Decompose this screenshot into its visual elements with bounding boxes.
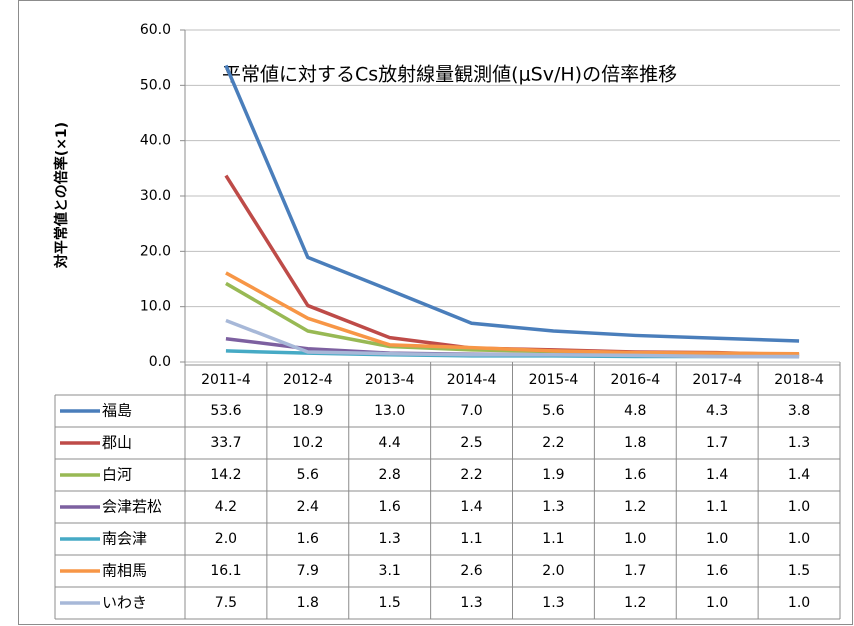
x-tick-label: 2014-4 <box>447 372 497 388</box>
table-cell: 1.2 <box>624 595 646 611</box>
table-cell: 33.7 <box>210 435 241 451</box>
table-cell: 7.5 <box>215 595 237 611</box>
table-cell: 7.0 <box>460 403 482 419</box>
table-cell: 1.0 <box>624 531 646 547</box>
table-cell: 16.1 <box>210 563 241 579</box>
table-cell: 2.2 <box>460 467 482 483</box>
legend-label: 南相馬 <box>102 562 147 580</box>
x-tick-label: 2016-4 <box>611 372 661 388</box>
x-tick-label: 2012-4 <box>283 372 333 388</box>
table-cell: 1.9 <box>542 467 564 483</box>
table-cell: 5.6 <box>542 403 564 419</box>
table-cell: 2.4 <box>297 499 319 515</box>
table-cell: 5.6 <box>297 467 319 483</box>
table-cell: 1.6 <box>297 531 319 547</box>
y-tick-label: 20.0 <box>140 243 171 259</box>
legend-label: 郡山 <box>102 434 132 452</box>
table-cell: 2.8 <box>379 467 401 483</box>
x-tick-label: 2015-4 <box>529 372 579 388</box>
table-cell: 3.8 <box>788 403 810 419</box>
table-cell: 1.2 <box>624 499 646 515</box>
legend-label: 会津若松 <box>102 498 162 516</box>
y-tick-label: 0.0 <box>149 354 171 370</box>
chart-title: 平常値に対するCs放射線量観測値(μSv/H)の倍率推移 <box>222 64 677 86</box>
legend-label: 白河 <box>102 466 132 484</box>
table-cell: 13.0 <box>374 403 405 419</box>
table-cell: 1.5 <box>788 563 810 579</box>
table-cell: 1.0 <box>788 595 810 611</box>
series-line <box>225 271 800 356</box>
series-line <box>224 64 800 343</box>
table-cell: 1.5 <box>379 595 401 611</box>
table-cell: 1.1 <box>542 531 564 547</box>
table-cell: 1.7 <box>706 435 728 451</box>
chart-border <box>18 0 853 625</box>
table-cell: 1.6 <box>706 563 728 579</box>
legend-label: いわき <box>102 594 147 612</box>
table-cell: 1.3 <box>788 435 810 451</box>
x-tick-label: 2018-4 <box>774 372 824 388</box>
table-cell: 1.1 <box>706 499 728 515</box>
x-tick-label: 2013-4 <box>365 372 415 388</box>
table-cell: 1.0 <box>706 595 728 611</box>
table-cell: 2.2 <box>542 435 564 451</box>
y-tick-label: 30.0 <box>140 188 171 204</box>
table-cell: 14.2 <box>210 467 241 483</box>
table-cell: 1.3 <box>542 595 564 611</box>
y-tick-label: 50.0 <box>140 77 171 93</box>
table-cell: 4.4 <box>379 435 401 451</box>
y-tick-label: 60.0 <box>140 22 171 38</box>
table-cell: 1.6 <box>624 467 646 483</box>
table-cell: 18.9 <box>292 403 323 419</box>
table-cell: 53.6 <box>210 403 241 419</box>
table-cell: 1.4 <box>706 467 728 483</box>
legend-label: 南会津 <box>102 530 147 548</box>
table-cell: 2.0 <box>542 563 564 579</box>
y-axis-label: 対平常値との倍率(×1) <box>53 122 70 269</box>
table-cell: 2.5 <box>460 435 482 451</box>
table-cell: 1.3 <box>542 499 564 515</box>
table-cell: 3.1 <box>379 563 401 579</box>
table-cell: 1.4 <box>460 499 482 515</box>
y-tick-label: 10.0 <box>140 299 171 315</box>
table-cell: 1.1 <box>460 531 482 547</box>
table-cell: 2.6 <box>460 563 482 579</box>
table-cell: 1.0 <box>788 499 810 515</box>
table-cell: 1.3 <box>460 595 482 611</box>
table-cell: 10.2 <box>292 435 323 451</box>
table-cell: 4.2 <box>215 499 237 515</box>
legend-label: 福島 <box>102 402 132 420</box>
table-cell: 1.8 <box>297 595 319 611</box>
x-tick-label: 2017-4 <box>692 372 742 388</box>
table-cell: 4.8 <box>624 403 646 419</box>
series-line <box>225 318 800 359</box>
table-cell: 1.7 <box>624 563 646 579</box>
table-cell: 1.0 <box>706 531 728 547</box>
table-cell: 4.3 <box>706 403 728 419</box>
table-cell: 1.4 <box>788 467 810 483</box>
table-cell: 1.8 <box>624 435 646 451</box>
table-cell: 1.3 <box>379 531 401 547</box>
table-cell: 1.0 <box>788 531 810 547</box>
table-cell: 1.6 <box>379 499 401 515</box>
y-tick-label: 40.0 <box>140 133 171 149</box>
table-cell: 2.0 <box>215 531 237 547</box>
x-tick-label: 2011-4 <box>201 372 251 388</box>
table-cell: 7.9 <box>297 563 319 579</box>
